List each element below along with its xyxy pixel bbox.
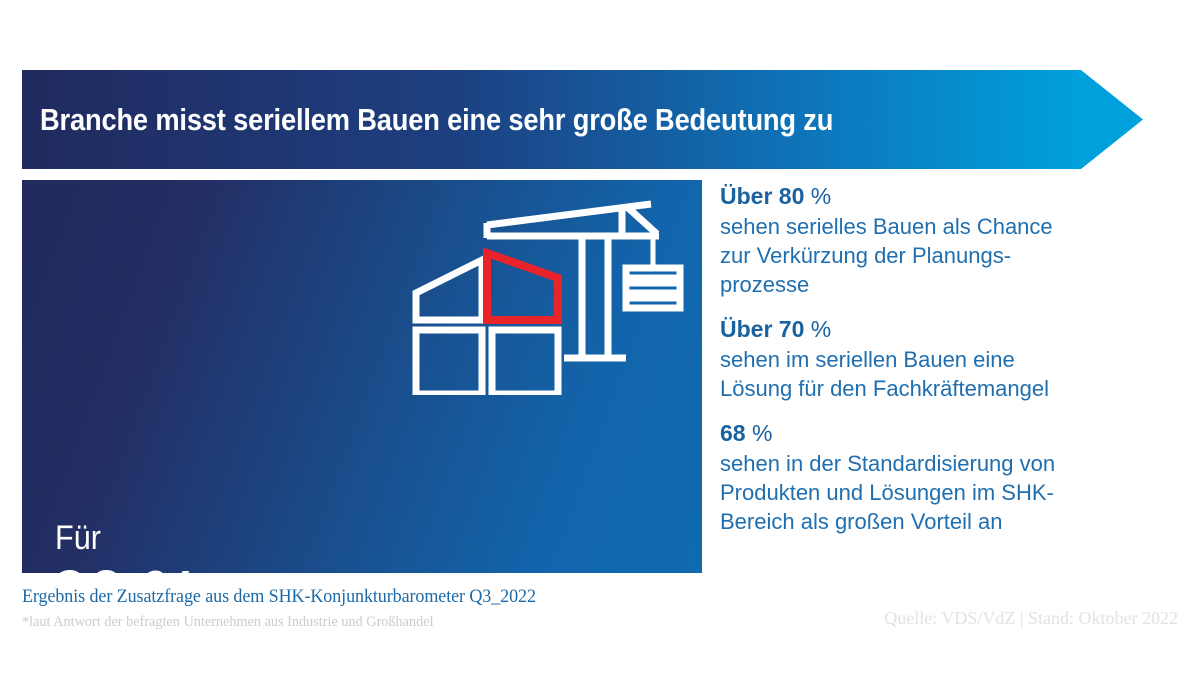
header-arrow-shape	[22, 70, 1143, 169]
fact-value-number: 68	[720, 420, 746, 446]
survey-caption: Ergebnis der Zusatzfrage aus dem SHK-Kon…	[22, 586, 536, 607]
fact-description-line: Produkten und Lösungen im SHK-	[720, 480, 1054, 505]
facts-list: Über 80 % sehen serielles Bauen als Chan…	[720, 182, 1150, 536]
fact-value-number: Über 80	[720, 183, 805, 209]
fact-value-unit: %	[810, 316, 832, 342]
fact-value: Über 70 %	[720, 315, 1150, 344]
fact-description-line: prozesse	[720, 272, 810, 297]
headline-statement: der Befragten hat serielle Planung in Zu…	[250, 571, 657, 573]
fact-value: Über 80 %	[720, 182, 1150, 211]
page-title: Branche misst seriellem Bauen eine sehr …	[40, 101, 834, 137]
headline-statement-line: der Befragten hat serielle Planung	[250, 571, 657, 573]
fact-value-unit: %	[751, 420, 773, 446]
headline-statistic-footnote-marker: *	[200, 569, 211, 573]
fact-description-line: zur Verkürzung der Planungs-	[720, 243, 1012, 268]
fact-description: sehen in der Standardisierung von Produk…	[720, 449, 1150, 536]
fact-item: 68 % sehen in der Standardisierung von P…	[720, 419, 1150, 536]
fact-value-unit: %	[810, 183, 832, 209]
fact-value: 68 %	[720, 419, 1150, 448]
fact-item: Über 80 % sehen serielles Bauen als Chan…	[720, 182, 1150, 299]
fact-description-line: sehen im seriellen Bauen eine	[720, 347, 1015, 372]
fact-value-number: Über 70	[720, 316, 805, 342]
fact-description-line: Bereich als großen Vorteil an	[720, 509, 1003, 534]
modular-house-with-crane-icon	[404, 190, 694, 398]
fact-description-line: sehen in der Standardisierung von	[720, 451, 1056, 476]
fact-description: sehen serielles Bauen als Chance zur Ver…	[720, 212, 1150, 299]
stat-prefix: Für	[55, 519, 101, 557]
survey-footnote: *laut Antwort der befragten Unternehmen …	[22, 614, 434, 630]
fact-item: Über 70 % sehen im seriellen Bauen eine …	[720, 315, 1150, 403]
source-credit: Quelle: VDS/VdZ | Stand: Oktober 2022	[884, 608, 1178, 628]
headline-statistic-value: 90 %	[52, 556, 200, 573]
main-stat-panel: Für 90 %* der Befragten hat serielle Pla…	[22, 180, 702, 573]
headline-statistic: 90 %*	[52, 560, 211, 573]
fact-description: sehen im seriellen Bauen eine Lösung für…	[720, 345, 1150, 403]
header-banner: Branche misst seriellem Bauen eine sehr …	[22, 70, 1143, 169]
fact-description-line: sehen serielles Bauen als Chance	[720, 214, 1053, 239]
fact-description-line: Lösung für den Fachkräftemangel	[720, 376, 1049, 401]
